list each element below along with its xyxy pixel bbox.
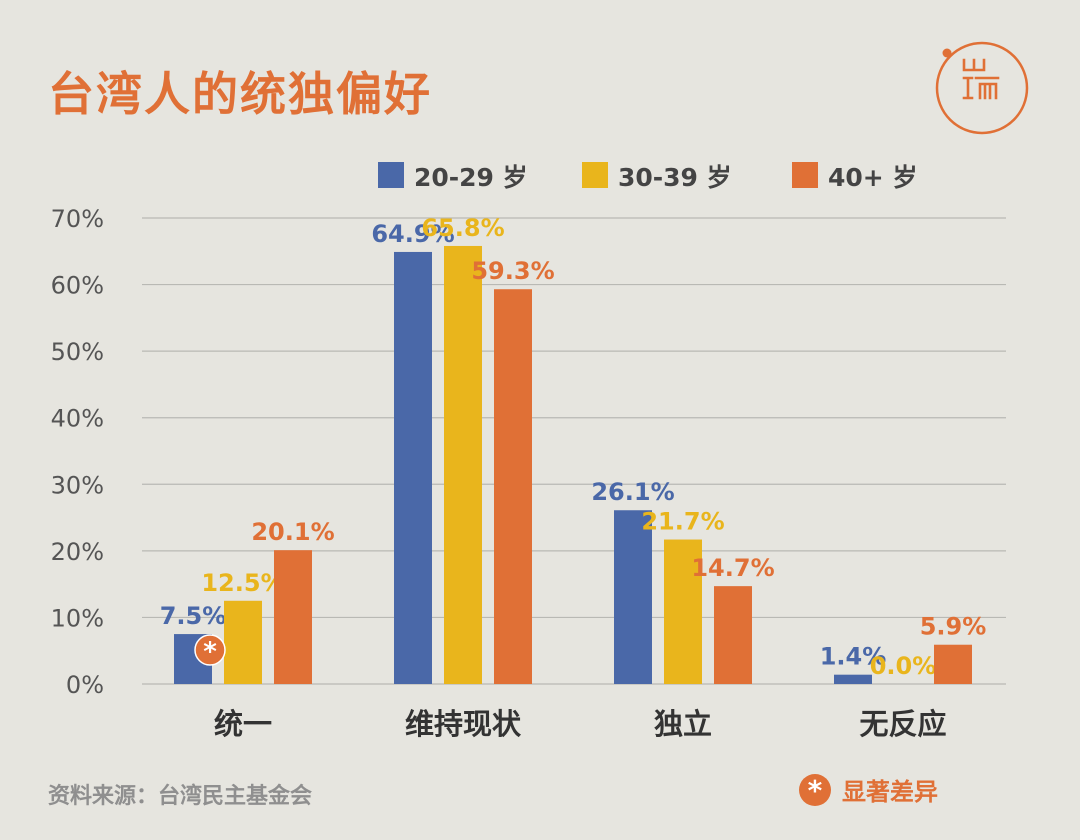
data-label: 26.1%: [591, 478, 674, 506]
bar: [444, 245, 482, 684]
data-label: 0.0%: [870, 652, 937, 680]
category-label: 维持现状: [405, 707, 522, 741]
data-label: 14.7%: [691, 554, 774, 582]
star-badge-icon: *: [799, 773, 831, 807]
data-label: 12.5%: [201, 569, 284, 597]
significance-marker: [194, 634, 226, 666]
source-note: 资料来源：台湾民主基金会: [48, 784, 313, 809]
category-label: 统一: [214, 707, 272, 741]
bar: [614, 510, 652, 684]
legend-swatch: [792, 162, 818, 188]
category-label: 独立: [654, 707, 712, 741]
data-label: 21.7%: [641, 508, 724, 536]
bar: [714, 586, 752, 684]
significance-label: 显著差异: [842, 778, 938, 806]
bar: [494, 289, 532, 684]
y-tick-label: 30%: [51, 471, 104, 499]
bar: [224, 600, 262, 684]
data-label: 59.3%: [471, 257, 554, 285]
data-label: 20.1%: [251, 518, 334, 546]
y-tick-label: 50%: [51, 338, 104, 366]
svg-text:*: *: [808, 774, 823, 807]
legend-swatch: [378, 162, 404, 188]
bar: [834, 674, 872, 684]
y-tick-label: 20%: [51, 538, 104, 566]
significance-legend: * 显著差异: [798, 772, 938, 807]
legend-label: 40+ 岁: [828, 163, 917, 192]
y-tick-label: 70%: [51, 205, 104, 233]
brand-logo: [935, 41, 1029, 135]
data-label: 64.9%: [371, 220, 454, 248]
bar: [274, 550, 312, 684]
legend-label: 20-29 岁: [414, 163, 528, 192]
data-label: 1.4%: [820, 643, 887, 671]
legend-swatch: [582, 162, 608, 188]
y-tick-label: 60%: [51, 272, 104, 300]
bar: [664, 539, 702, 684]
y-tick-label: 10%: [51, 604, 104, 632]
chart-title: 台湾人的统独偏好: [48, 67, 432, 121]
legend-label: 30-39 岁: [618, 163, 732, 192]
y-tick-label: 0%: [66, 671, 104, 699]
data-label: 5.9%: [920, 613, 987, 641]
data-label: 65.8%: [421, 214, 504, 242]
star-icon: *: [203, 637, 217, 667]
category-label: 无反应: [859, 707, 946, 741]
bar: [934, 644, 972, 684]
bar: [394, 251, 432, 685]
y-tick-label: 40%: [51, 405, 104, 433]
data-label: 7.5%: [160, 602, 227, 630]
